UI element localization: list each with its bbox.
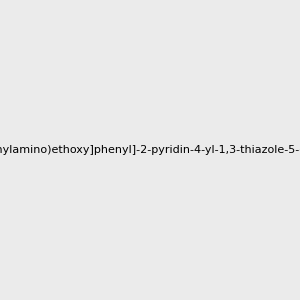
Text: N-[2-[2-(diethylamino)ethoxy]phenyl]-2-pyridin-4-yl-1,3-thiazole-5-carboxamide: N-[2-[2-(diethylamino)ethoxy]phenyl]-2-p… xyxy=(0,145,300,155)
